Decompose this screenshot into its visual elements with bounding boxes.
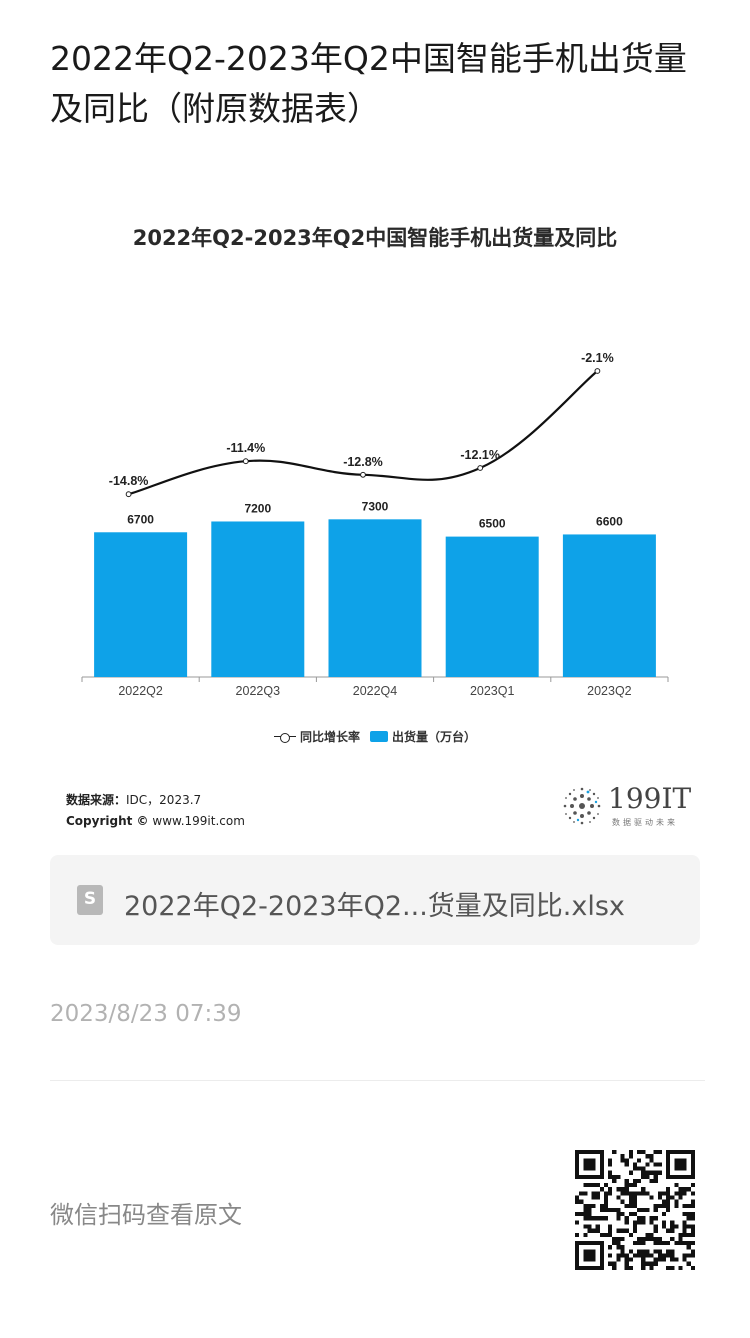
- divider: [50, 1080, 705, 1081]
- publish-timestamp: 2023/8/23 07:39: [50, 1001, 242, 1027]
- bar-2022Q3: [211, 521, 305, 677]
- bar-label-2022Q3: 7200: [244, 501, 271, 515]
- bar-label-2022Q2: 6700: [127, 512, 154, 526]
- legend-line-label: 同比增长率: [299, 730, 360, 744]
- legend-line-marker-icon: [273, 732, 296, 743]
- legend-bar-label: 出货量（万台）: [392, 730, 477, 744]
- logo-text: 199IT: [608, 782, 692, 815]
- x-tick-label-2023Q2: 2023Q2: [587, 684, 632, 698]
- bar-label-2022Q4: 7300: [362, 499, 389, 513]
- bar-2023Q1: [445, 536, 539, 677]
- line-label-2022Q2: -14.8%: [109, 474, 149, 488]
- legend-item-line: 同比增长率: [273, 728, 360, 745]
- line-label-2023Q1: -12.1%: [460, 448, 500, 462]
- attachment-file-name[interactable]: 2022年Q2-2023年Q2...货量及同比.xlsx: [124, 891, 625, 922]
- logo-burst-icon: [563, 787, 601, 825]
- chart-legend: 同比增长率 出货量（万台）: [50, 728, 700, 745]
- scan-to-view-label: 微信扫码查看原文: [50, 1201, 242, 1229]
- x-tick-label-2022Q4: 2022Q4: [353, 684, 398, 698]
- qr-code-icon[interactable]: [575, 1150, 695, 1270]
- logo-subtitle: 数据驱动未来: [612, 818, 678, 827]
- x-tick-label-2023Q1: 2023Q1: [470, 684, 515, 698]
- bar-2022Q2: [94, 532, 188, 677]
- x-tick-label-2022Q2: 2022Q2: [118, 684, 163, 698]
- spreadsheet-icon: S: [77, 885, 103, 915]
- copyright-label: Copyright ©: [66, 814, 149, 828]
- source-value: IDC，2023.7: [126, 793, 202, 807]
- bar-label-2023Q2: 6600: [596, 514, 623, 528]
- brand-logo: 199IT 数据驱动未来: [560, 782, 695, 832]
- line-label-2023Q2: -2.1%: [581, 351, 614, 365]
- line-label-2022Q3: -11.4%: [226, 441, 265, 455]
- chart-plot: 6700 2022Q2 7200 2022Q3 7300 2022Q4 6500 2023Q1…: [81, 351, 669, 698]
- source-block: 数据来源：IDC，2023.7 Copyright © www.199it.co…: [66, 790, 245, 832]
- line-point-2023Q2: [594, 368, 601, 374]
- source-label: 数据来源：: [66, 793, 127, 807]
- line-label-2022Q4: -12.8%: [343, 455, 383, 469]
- x-tick-label-2022Q3: 2022Q3: [236, 684, 281, 698]
- bar-label-2023Q1: 6500: [479, 517, 506, 531]
- line-point-2023Q1: [477, 465, 484, 471]
- line-point-2022Q4: [360, 471, 366, 478]
- page-title: 2022年Q2-2023年Q2中国智能手机出货量及同比（附原数据表）: [50, 39, 687, 128]
- copyright-value: www.199it.com: [152, 814, 245, 828]
- line-point-2022Q3: [242, 458, 249, 465]
- legend-item-bar: 出货量（万台）: [370, 728, 476, 745]
- chart-card[interactable]: 2022年Q2-2023年Q2中国智能手机出货量及同比 6700 2022Q2 72…: [50, 200, 700, 840]
- line-point-2022Q2: [125, 491, 132, 498]
- bar-2023Q2: [562, 534, 656, 677]
- bar-2022Q4: [328, 519, 422, 677]
- spreadsheet-icon-glyph: S: [83, 889, 97, 909]
- attachment-card[interactable]: S 2022年Q2-2023年Q2...货量及同比.xlsx: [50, 855, 700, 945]
- legend-bar-swatch-icon: [370, 731, 388, 742]
- chart-title: 2022年Q2-2023年Q2中国智能手机出货量及同比: [132, 226, 618, 250]
